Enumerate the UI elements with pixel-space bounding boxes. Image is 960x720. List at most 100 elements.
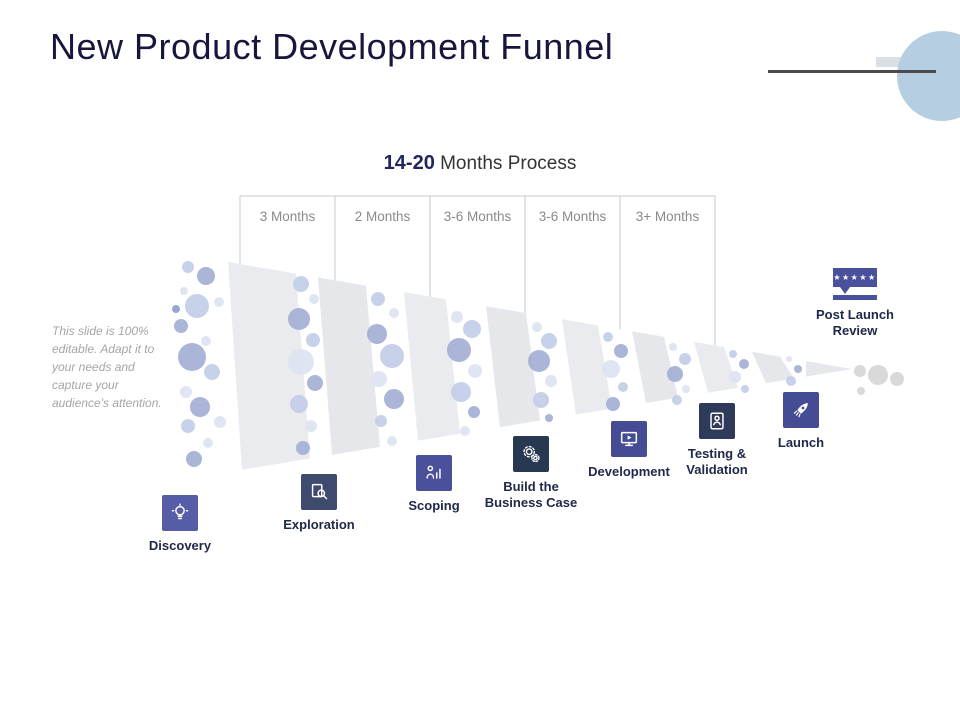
review-stars: ★★★★★ xyxy=(833,268,877,287)
corner-circle xyxy=(897,31,960,121)
bubble xyxy=(197,267,215,285)
stage-discovery: Discovery xyxy=(115,495,245,554)
bubble xyxy=(387,436,397,446)
bubble xyxy=(447,338,471,362)
stage-label: Post Launch Review xyxy=(815,307,894,339)
bubble xyxy=(463,320,481,338)
bubble xyxy=(603,332,613,342)
funnel-tip xyxy=(806,361,852,377)
bubble xyxy=(868,365,888,385)
bubble xyxy=(180,386,192,398)
timeline-column-2: 2 Months xyxy=(354,209,411,224)
bubble xyxy=(201,336,211,346)
bubble xyxy=(669,343,677,351)
bubble xyxy=(786,376,796,386)
bubble xyxy=(290,395,308,413)
bubble xyxy=(288,308,310,330)
bubble xyxy=(541,333,557,349)
review-bar xyxy=(833,295,877,300)
bubble xyxy=(380,344,404,368)
stage-label: Launch xyxy=(777,435,825,450)
bubble xyxy=(451,311,463,323)
bubble xyxy=(293,276,309,292)
bubble xyxy=(204,364,220,380)
magnifier-document-icon xyxy=(301,474,337,510)
funnel-slice xyxy=(318,277,380,455)
stage-label: Development xyxy=(588,464,670,479)
bubble xyxy=(602,360,620,378)
editable-note: This slide is 100% editable. Adapt it to… xyxy=(52,324,162,410)
timeline-column-1: 3 Months xyxy=(259,209,316,224)
bubble xyxy=(203,438,213,448)
stage-business-case: Build the Business Case xyxy=(466,436,596,512)
bubble xyxy=(741,385,749,393)
checklist-person-icon xyxy=(699,403,735,439)
person-chart-icon xyxy=(416,455,452,491)
review-stars-icon: ★★★★★ xyxy=(833,268,877,300)
stage-exploration: Exploration xyxy=(254,474,384,533)
bubble xyxy=(729,350,737,358)
rocket-icon xyxy=(783,392,819,428)
funnel-slice xyxy=(404,292,460,441)
bubble xyxy=(182,261,194,273)
stage-label: Scoping xyxy=(408,498,460,513)
bubble xyxy=(367,324,387,344)
gears-icon xyxy=(513,436,549,472)
speech-tail-icon xyxy=(840,287,850,294)
bubble xyxy=(309,294,319,304)
bubble xyxy=(533,392,549,408)
bubble xyxy=(214,297,224,307)
funnel-slice xyxy=(486,306,540,428)
bubble xyxy=(214,416,226,428)
bubble xyxy=(307,375,323,391)
bubble xyxy=(178,343,206,371)
bubble xyxy=(371,292,385,306)
lightbulb-icon xyxy=(162,495,198,531)
stage-label: Build the Business Case xyxy=(484,479,578,511)
funnel-slice xyxy=(694,341,738,393)
bubble xyxy=(371,371,387,387)
bubble xyxy=(606,397,620,411)
stage-label: Discovery xyxy=(148,538,212,553)
bubble xyxy=(384,389,404,409)
bubble xyxy=(305,420,317,432)
bubble xyxy=(288,349,314,375)
bubble xyxy=(451,382,471,402)
bubble xyxy=(854,365,866,377)
bubble xyxy=(729,371,741,383)
bubble xyxy=(545,375,557,387)
bubble xyxy=(460,426,470,436)
bubble xyxy=(186,451,202,467)
stage-launch: Launch xyxy=(736,392,866,451)
bubble xyxy=(672,395,682,405)
bubble xyxy=(306,333,320,347)
bubble xyxy=(532,322,542,332)
stage-development: Development xyxy=(564,421,694,480)
stage-post-launch-review: ★★★★★ Post Launch Review xyxy=(790,268,920,340)
page-title: New Product Development Funnel xyxy=(50,26,614,67)
stage-label: Testing & Validation xyxy=(686,446,748,478)
bubble xyxy=(468,406,480,418)
bubble xyxy=(794,365,802,373)
bubble xyxy=(614,344,628,358)
bubble xyxy=(739,359,749,369)
bubble xyxy=(296,441,310,455)
bubble xyxy=(375,415,387,427)
bubble xyxy=(857,387,865,395)
duration-range: 14-20 xyxy=(383,152,435,174)
bubble xyxy=(172,305,180,313)
bubble xyxy=(181,419,195,433)
monitor-icon xyxy=(611,421,647,457)
timeline-column-3: 3-6 Months xyxy=(443,209,512,224)
bubble xyxy=(545,414,553,422)
stage-scoping: Scoping xyxy=(369,455,499,514)
funnel-slice xyxy=(562,319,612,415)
bubble xyxy=(528,350,550,372)
bubble xyxy=(682,385,690,393)
bubble xyxy=(174,319,188,333)
stage-label: Exploration xyxy=(283,517,355,532)
bubble xyxy=(890,372,904,386)
process-duration-heading: 14-20 Months Process xyxy=(0,152,960,175)
bubble xyxy=(190,397,210,417)
